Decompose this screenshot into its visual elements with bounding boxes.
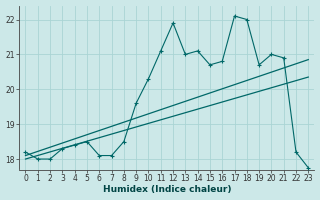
X-axis label: Humidex (Indice chaleur): Humidex (Indice chaleur)	[103, 185, 231, 194]
